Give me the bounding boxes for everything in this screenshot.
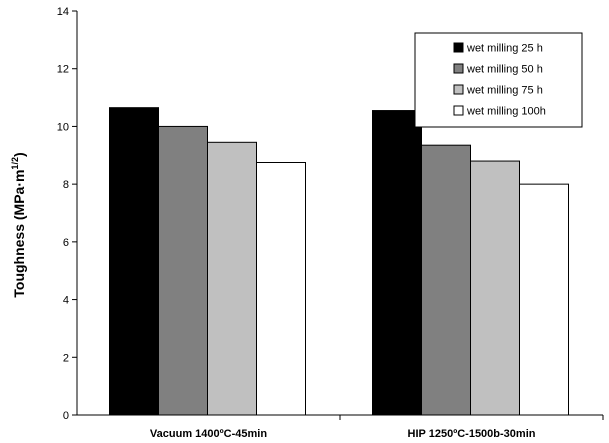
- legend-swatch-2: [453, 63, 464, 74]
- legend-box: [414, 32, 583, 128]
- bar-1-2: [372, 110, 422, 416]
- y-tick-label: 10: [57, 121, 69, 133]
- legend-swatch-4: [453, 105, 464, 116]
- legend-label-2: wet milling 50 h: [466, 64, 543, 76]
- bar-1-1: [109, 107, 159, 416]
- legend-swatch-1: [453, 42, 464, 53]
- bar-2-2: [421, 144, 471, 416]
- legend-swatch-3: [453, 84, 464, 95]
- y-tick-label: 12: [57, 64, 69, 76]
- y-tick-label: 2: [63, 352, 69, 364]
- bar-4-1: [256, 162, 306, 416]
- bar-3-2: [470, 160, 520, 416]
- y-axis-title-close: ): [11, 152, 27, 157]
- legend-label-3: wet milling 75 h: [466, 85, 543, 97]
- y-axis-title: Toughness (MPa·m1/2): [10, 152, 27, 297]
- y-tick-label: 14: [57, 6, 69, 18]
- bar-2-1: [158, 125, 208, 416]
- legend-label-1: wet milling 25 h: [466, 43, 543, 55]
- bars: [109, 107, 604, 420]
- y-axis-title-sup: 1/2: [10, 157, 20, 170]
- legend: wet milling 25 h wet milling 50 h wet mill…: [414, 32, 583, 128]
- y-tick-label: 0: [63, 410, 69, 422]
- category-label-1: Vacuum 1400ºC-45min: [150, 428, 267, 440]
- legend-label-4: wet milling 100h: [466, 106, 546, 118]
- y-axis-title-text: Toughness (MPa·m: [11, 170, 27, 298]
- y-tick-label: 6: [63, 237, 69, 249]
- category-label-2: HIP 1250ºC-1500b-30min: [408, 428, 536, 440]
- bar-3-1: [207, 141, 257, 416]
- y-tick-label: 8: [63, 179, 69, 191]
- y-ticks: 0 2 4 6 8 10 12 14: [57, 6, 77, 422]
- bar-4-2: [519, 183, 569, 416]
- y-tick-label: 4: [63, 295, 69, 307]
- category-labels: Vacuum 1400ºC-45min HIP 1250ºC-1500b-30mi…: [150, 428, 536, 440]
